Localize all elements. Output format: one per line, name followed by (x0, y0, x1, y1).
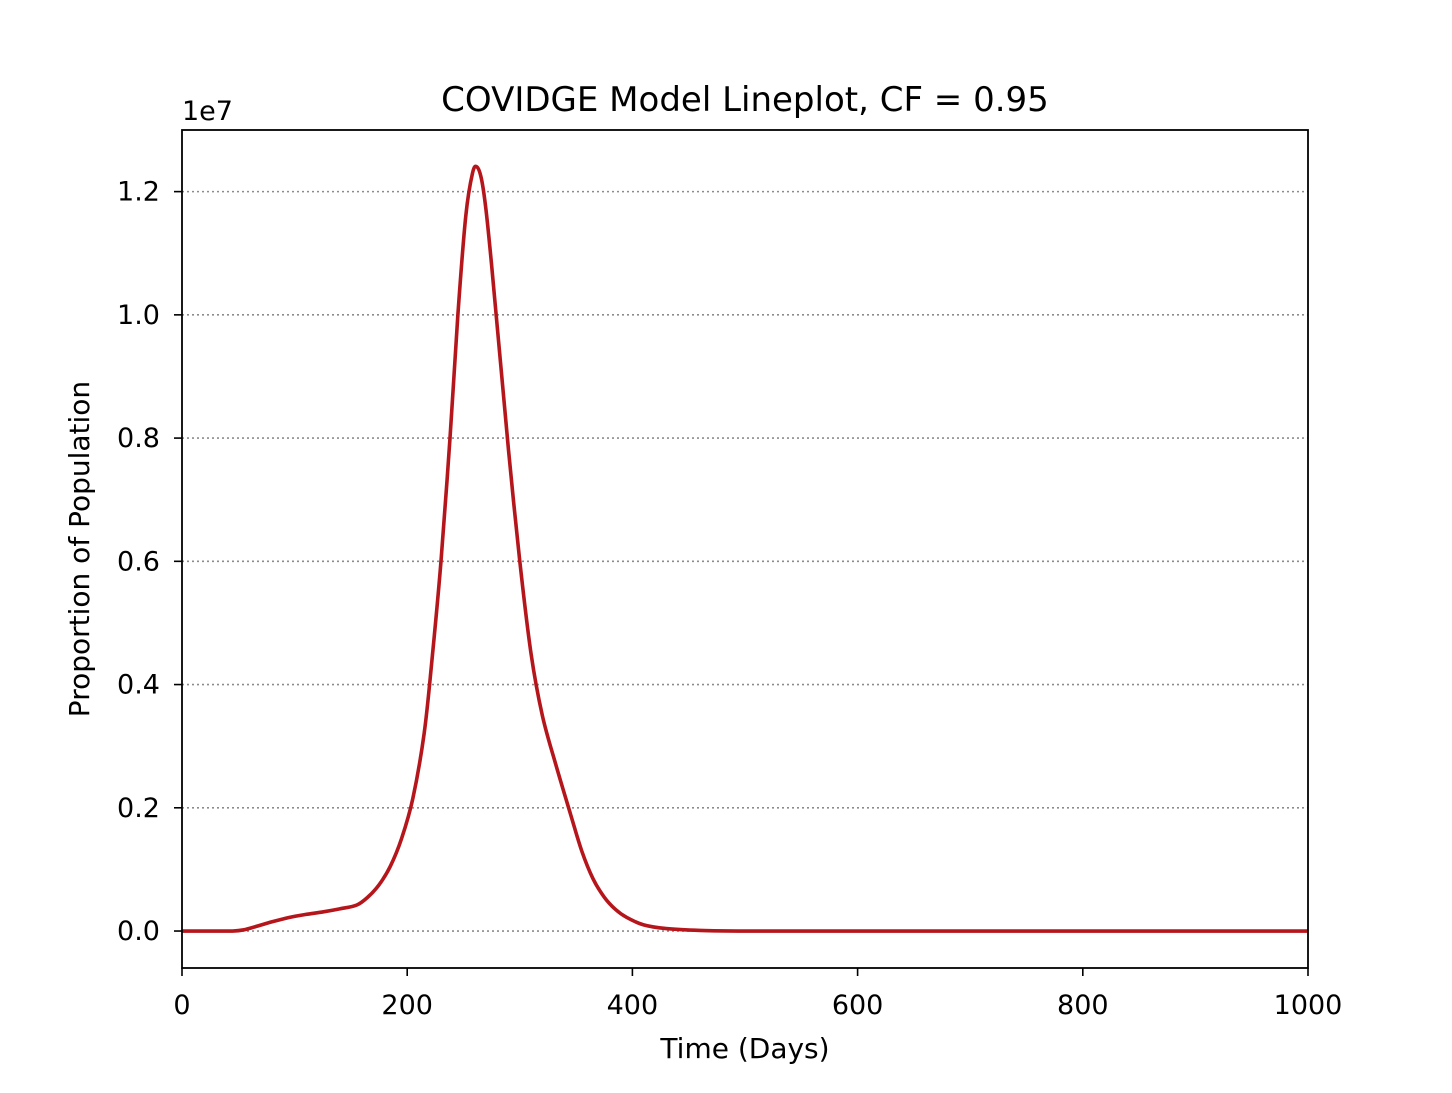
y-tick-label: 0.8 (117, 423, 160, 454)
x-tick-label: 600 (832, 990, 884, 1021)
y-tick-label: 1.2 (117, 177, 160, 208)
y-tick-label: 1.0 (117, 300, 160, 331)
x-tick-label: 800 (1057, 990, 1109, 1021)
y-tick-label: 0.0 (117, 916, 160, 947)
series-layer (182, 164, 1308, 933)
grid-lines (182, 190, 1308, 932)
x-tick-label: 0 (173, 990, 190, 1021)
y-axis-label: Proportion of Population (63, 381, 96, 717)
x-tick-label: 1000 (1274, 990, 1343, 1021)
y-tick-label: 0.4 (117, 670, 160, 701)
chart-title: COVIDGE Model Lineplot, CF = 0.95 (441, 80, 1049, 120)
x-axis: 0 200 400 600 800 1000 (173, 968, 1342, 1021)
x-axis-label: Time (Days) (659, 1032, 829, 1065)
y-tick-label: 0.6 (117, 546, 160, 577)
y-axis: 0.0 0.2 0.4 0.6 0.8 1.0 1.2 (117, 177, 182, 947)
plot-frame (181, 129, 1309, 969)
series-line (182, 164, 1308, 933)
y-tick-label: 0.2 (117, 793, 160, 824)
x-tick-label: 400 (607, 990, 659, 1021)
y-offset-label: 1e7 (182, 96, 233, 127)
x-tick-label: 200 (381, 990, 433, 1021)
